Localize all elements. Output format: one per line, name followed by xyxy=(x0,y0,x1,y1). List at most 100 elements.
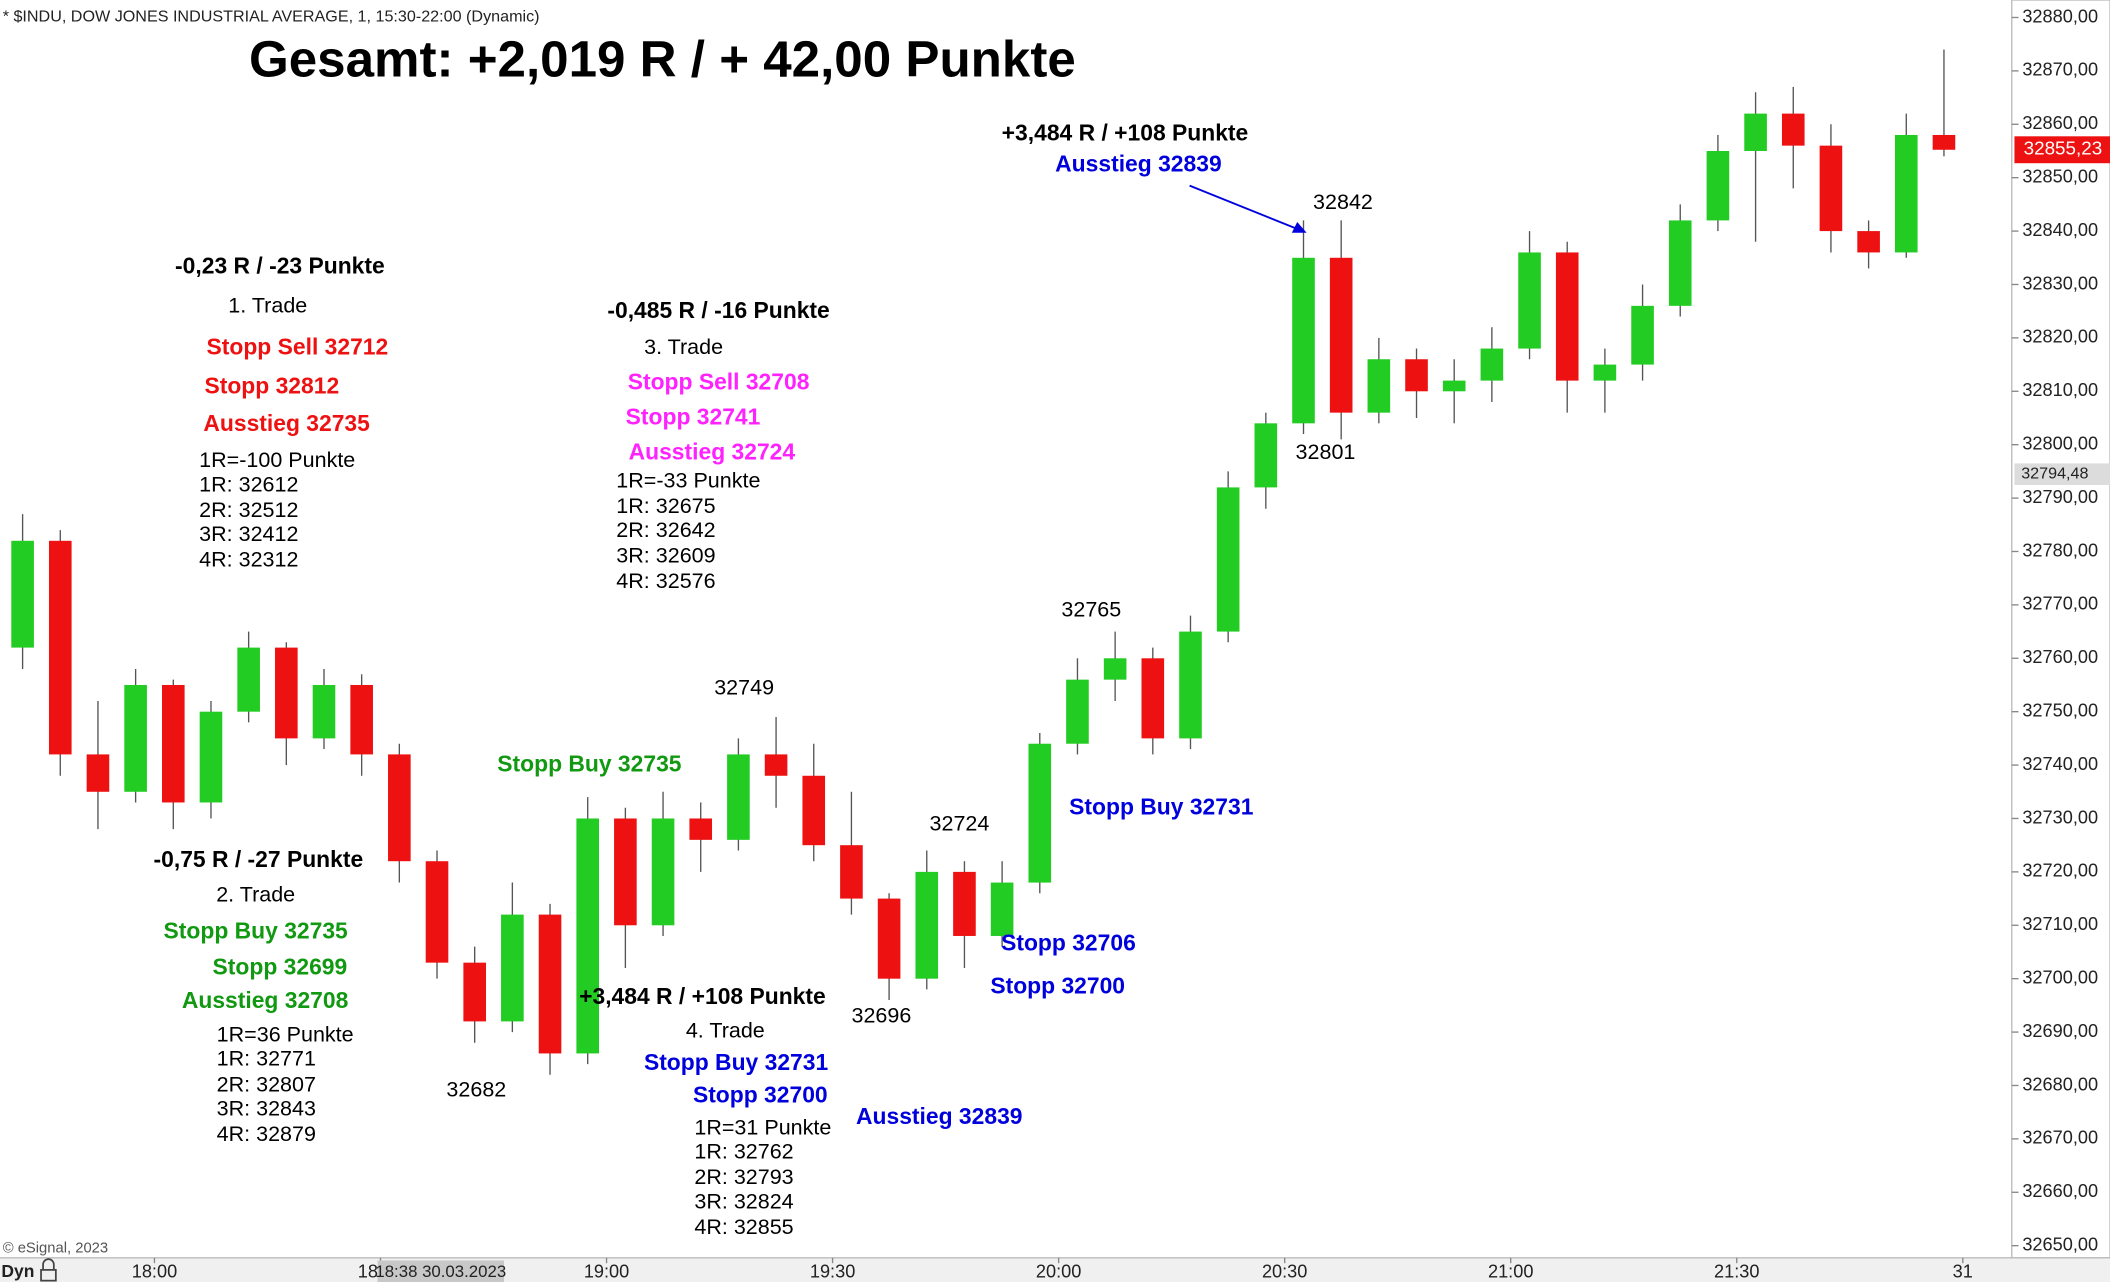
annotation: 32765 xyxy=(1061,597,1121,621)
annotation: 3R: 32843 xyxy=(217,1097,316,1121)
annotation: -0,485 R / -16 Punkte xyxy=(607,297,829,323)
header: * $INDU, DOW JONES INDUSTRIAL AVERAGE, 1… xyxy=(3,8,540,26)
candle-body xyxy=(1442,380,1466,392)
annotation: 32682 xyxy=(446,1078,506,1102)
annotation: 4R: 32855 xyxy=(694,1215,793,1239)
annotation: Ausstieg 32839 xyxy=(856,1103,1022,1129)
last-price-label: 32855,23 xyxy=(2024,138,2103,159)
candle-body xyxy=(275,647,298,739)
y-tick-label: 32840,00 xyxy=(2022,220,2098,240)
annotation: 1R=36 Punkte xyxy=(217,1023,354,1047)
candle-body xyxy=(1066,679,1089,744)
y-tick-label: 32680,00 xyxy=(2022,1074,2098,1094)
candle-body xyxy=(425,861,449,963)
candle-body xyxy=(1480,348,1504,381)
candle-body xyxy=(651,818,675,926)
annotation: Ausstieg 32724 xyxy=(629,438,796,464)
candle-body xyxy=(11,540,34,648)
y-tick-label: 32780,00 xyxy=(2022,540,2098,560)
annotation: 32696 xyxy=(851,1004,911,1028)
annotation: Stopp Buy 32735 xyxy=(164,917,349,943)
annotation: 1R=31 Punkte xyxy=(694,1115,831,1139)
candle-body xyxy=(501,914,524,1022)
annotation: Ausstieg 32839 xyxy=(1055,151,1221,177)
annotation: 3. Trade xyxy=(644,335,723,359)
candle-body xyxy=(86,754,110,792)
lock-shackle xyxy=(42,1258,55,1270)
candle-body xyxy=(1405,359,1428,392)
candle-body xyxy=(161,684,185,803)
annotation: +3,484 R / +108 Punkte xyxy=(1002,120,1249,146)
candle-body xyxy=(1179,631,1202,739)
annotation: 4R: 32312 xyxy=(199,548,298,572)
y-tick-label: 32720,00 xyxy=(2022,861,2098,881)
candle-body xyxy=(1857,231,1880,253)
candle-body xyxy=(237,647,260,712)
y-tick-label: 32700,00 xyxy=(2022,967,2098,987)
annotation: 1R: 32612 xyxy=(199,472,298,496)
candle-body xyxy=(199,711,223,803)
annotation: Stopp Sell 32708 xyxy=(628,368,810,394)
annotation: 4R: 32879 xyxy=(217,1122,316,1146)
annotation: Stopp 32706 xyxy=(1001,929,1136,955)
annotation: Stopp Buy 32731 xyxy=(1069,794,1254,820)
annotation: 1R: 32675 xyxy=(616,494,715,518)
annotation: 32724 xyxy=(930,811,990,835)
candle-body xyxy=(1932,134,1956,150)
x-tick-label: 21:00 xyxy=(1488,1261,1533,1281)
x-tick-label: 19:00 xyxy=(584,1261,629,1281)
annotation: 1R: 32771 xyxy=(217,1047,316,1071)
y-tick-label: 32690,00 xyxy=(2022,1021,2098,1041)
annotation: +3,484 R / +108 Punkte xyxy=(579,983,826,1009)
candle-body xyxy=(764,754,788,776)
time-axis xyxy=(0,1257,2110,1282)
mode-label: Dyn xyxy=(1,1261,34,1281)
candle-body xyxy=(1329,257,1353,413)
annotation: Stopp Buy 32735 xyxy=(497,750,682,776)
candle-body xyxy=(1555,252,1579,381)
y-tick-label: 32820,00 xyxy=(2022,327,2098,347)
annotation: 2R: 32642 xyxy=(616,518,715,542)
y-tick-label: 32730,00 xyxy=(2022,807,2098,827)
x-tick-label: 21:30 xyxy=(1714,1261,1759,1281)
annotations: -0,23 R / -23 Punkte 1. Trade Stopp Sell 3… xyxy=(154,120,1373,1239)
y-tick-label: 32860,00 xyxy=(2022,113,2098,133)
y-tick-label: 32750,00 xyxy=(2022,700,2098,720)
chart-title: Gesamt: +2,019 R / + 42,00 Punkte xyxy=(249,31,1076,88)
candle-body xyxy=(1744,113,1767,151)
candle-body xyxy=(538,914,562,1054)
candle-body xyxy=(1781,113,1805,146)
candle-body xyxy=(1518,252,1541,349)
annotation: 2R: 32807 xyxy=(217,1072,316,1096)
candle-body xyxy=(1367,359,1391,413)
annotation: Stopp 32700 xyxy=(693,1081,828,1107)
candle-body xyxy=(802,775,826,846)
x-tick-label: 31 xyxy=(1953,1261,1973,1281)
y-tick-label: 32660,00 xyxy=(2022,1181,2098,1201)
lock-body xyxy=(40,1269,57,1282)
annotation: 1R=-33 Punkte xyxy=(616,468,760,492)
candle-body xyxy=(1593,364,1617,381)
annotation: -0,23 R / -23 Punkte xyxy=(175,253,385,279)
candle-body xyxy=(1631,305,1654,365)
annotation: 3R: 32609 xyxy=(616,544,715,568)
candle-body xyxy=(1292,257,1315,424)
annotation: Stopp 32812 xyxy=(204,372,339,398)
annotation: 32801 xyxy=(1296,440,1356,464)
candle-body xyxy=(312,684,336,739)
y-tick-label: 32670,00 xyxy=(2022,1128,2098,1148)
candle-body xyxy=(1894,134,1918,253)
plot xyxy=(11,49,1956,1075)
annotation: Stopp Buy 32731 xyxy=(644,1049,829,1075)
price-axis xyxy=(2011,0,2110,1259)
annotation: 2R: 32512 xyxy=(199,498,298,522)
annotation: Stopp 32741 xyxy=(626,403,761,429)
candle-body xyxy=(1141,658,1165,739)
candle-body xyxy=(1254,423,1278,488)
annotation: Stopp 32699 xyxy=(213,954,348,980)
annotation: 32749 xyxy=(714,675,774,699)
cursor-price-box xyxy=(2014,463,2110,485)
y-tick-label: 32710,00 xyxy=(2022,914,2098,934)
arrow-head xyxy=(1291,221,1307,233)
